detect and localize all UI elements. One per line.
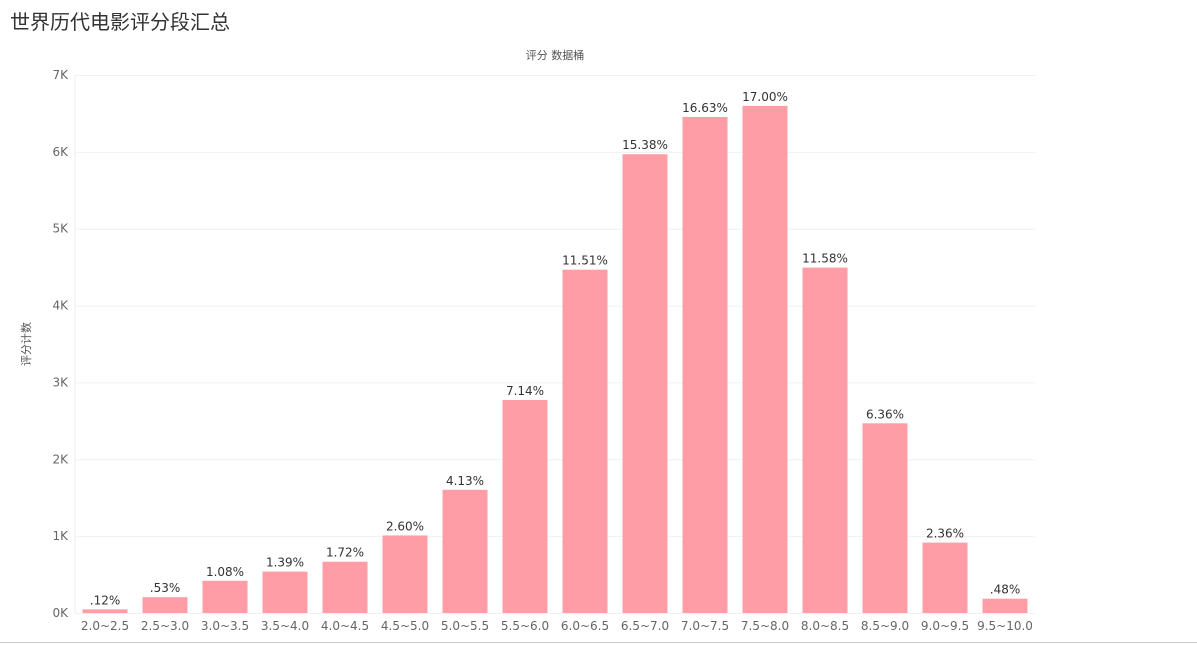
- bar: [382, 535, 428, 613]
- y-tick-label: 4K: [52, 299, 69, 313]
- x-tick-label: 8.5~9.0: [861, 619, 909, 633]
- bar: [622, 154, 668, 613]
- bar: [262, 571, 308, 613]
- data-label: 4.13%: [446, 474, 484, 488]
- bar: [82, 609, 128, 613]
- y-tick-label: 6K: [52, 145, 69, 159]
- data-label: 15.38%: [622, 138, 668, 152]
- x-axis-title: 评分 数据桶: [526, 48, 585, 62]
- y-tick-label: 7K: [52, 68, 69, 82]
- bar: [502, 400, 548, 613]
- data-label: 2.36%: [926, 527, 964, 541]
- x-tick-label: 3.5~4.0: [261, 619, 309, 633]
- x-tick-label: 2.0~2.5: [81, 619, 129, 633]
- x-tick-label: 5.5~6.0: [501, 619, 549, 633]
- bar: [862, 423, 908, 613]
- data-label: 17.00%: [742, 90, 788, 104]
- y-tick-label: 0K: [52, 606, 69, 620]
- data-label: 11.58%: [802, 252, 848, 266]
- data-label: .48%: [990, 583, 1021, 597]
- x-tick-label: 5.0~5.5: [441, 619, 489, 633]
- x-tick-label: 3.0~3.5: [201, 619, 249, 633]
- x-tick-label: 6.5~7.0: [621, 619, 669, 633]
- bar: [142, 597, 188, 613]
- data-label: 1.72%: [326, 546, 364, 560]
- x-tick-label: 6.0~6.5: [561, 619, 609, 633]
- x-tick-label: 4.5~5.0: [381, 619, 429, 633]
- data-label: 7.14%: [506, 384, 544, 398]
- page-title: 世界历代电影评分段汇总: [10, 10, 230, 34]
- bar: [202, 580, 248, 613]
- y-tick-label: 5K: [52, 222, 69, 236]
- bar: [562, 269, 608, 613]
- bar: [682, 116, 728, 614]
- x-tick-label: 4.0~4.5: [321, 619, 369, 633]
- x-tick-label: 2.5~3.0: [141, 619, 189, 633]
- data-label: 16.63%: [682, 101, 728, 115]
- x-tick-label: 7.5~8.0: [741, 619, 789, 633]
- data-label: 2.60%: [386, 519, 424, 533]
- x-tick-label: 7.0~7.5: [681, 619, 729, 633]
- y-tick-label: 2K: [52, 452, 69, 466]
- data-label: 1.08%: [206, 565, 244, 579]
- bar: [742, 105, 788, 613]
- bar: [802, 267, 848, 613]
- data-label: .53%: [150, 581, 181, 595]
- bar: [322, 561, 368, 613]
- data-label: 1.39%: [266, 556, 304, 570]
- x-tick-label: 9.0~9.5: [921, 619, 969, 633]
- x-tick-label: 8.0~8.5: [801, 619, 849, 633]
- y-axis-title: 评分计数: [20, 322, 33, 366]
- x-tick-label: 9.5~10.0: [977, 619, 1033, 633]
- data-label: 11.51%: [562, 254, 608, 268]
- divider: [0, 642, 1197, 643]
- bar: [982, 598, 1028, 613]
- data-label: 6.36%: [866, 407, 904, 421]
- bar: [922, 542, 968, 613]
- data-label: .12%: [90, 593, 121, 607]
- y-tick-label: 1K: [52, 529, 69, 543]
- y-tick-label: 3K: [52, 375, 69, 389]
- bar: [442, 489, 488, 613]
